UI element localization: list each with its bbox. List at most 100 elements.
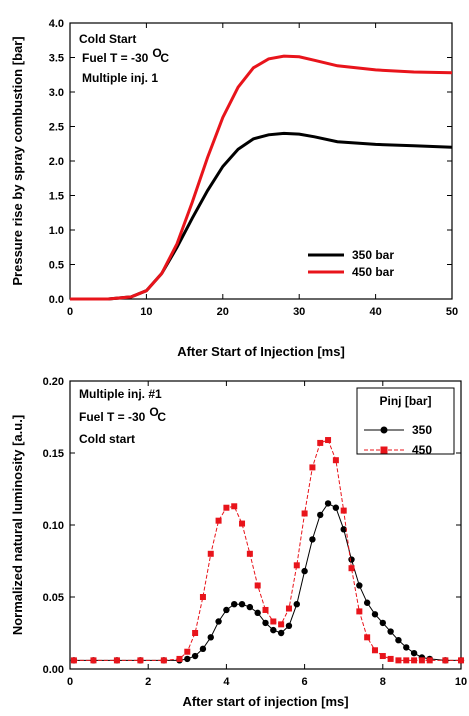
chart2-series-450-point	[262, 606, 269, 613]
chart2-series-450-point	[356, 608, 363, 615]
chart2-series-350-point	[184, 655, 191, 663]
chart2-y-tick-label: 0.20	[43, 376, 64, 388]
chart2-series-450-point	[192, 630, 199, 636]
chart2-series-350-point	[285, 622, 293, 629]
chart2-series-350-point	[324, 500, 332, 507]
chart2-series-450-point	[223, 504, 230, 511]
chart1-annotation: Multiple inj. 1	[82, 71, 158, 85]
chart2-annotation-degree: O	[149, 405, 158, 419]
chart2-series-450-point	[293, 562, 300, 569]
chart2-series-450-point	[442, 657, 449, 664]
chart2-series-350-point	[379, 619, 386, 627]
chart2-series-350-point	[348, 556, 355, 563]
chart1-y-tick-label: 3.5	[49, 53, 64, 65]
chart1-y-tick-label: 0.5	[49, 260, 64, 272]
chart2-legend-450-marker	[380, 446, 388, 454]
chart2-series-350-point	[371, 611, 379, 618]
chart2-series-450-point	[207, 550, 214, 557]
chart2-annotation-unit: C	[157, 410, 166, 424]
chart2-series-450-point	[239, 520, 246, 527]
chart2-series-450-point	[379, 653, 386, 660]
chart2-series-450-point	[325, 437, 332, 444]
chart2-series-450-point	[340, 507, 347, 514]
chart1-annotation-unit: C	[160, 51, 169, 65]
chart2-x-axis-label: After start of injection [ms]	[182, 694, 348, 709]
chart1-legend-350-bar-label: 350 bar	[352, 248, 394, 262]
chart2-series-350-point	[387, 628, 394, 635]
chart2-legend-box	[356, 387, 455, 455]
chart2-series-450-point	[301, 510, 308, 517]
chart2-series-450-point	[285, 605, 292, 612]
chart2-series-350-point	[246, 603, 254, 611]
chart2-annotation: Multiple inj. #1	[79, 387, 162, 401]
chart2-series-450-point	[254, 582, 261, 589]
chart2-series-450-point	[270, 618, 277, 625]
chart1-y-tick-label: 2.5	[49, 122, 64, 134]
chart2-y-tick-label: 0.05	[43, 592, 64, 604]
chart2-series-450-point	[137, 657, 144, 664]
chart2-legend-350-marker	[380, 426, 388, 434]
chart1-x-tick-label: 10	[140, 306, 152, 318]
chart1-x-tick-label: 0	[67, 306, 73, 318]
chart2-series-350-point	[293, 601, 300, 608]
chart2-series-450-point	[395, 657, 402, 664]
chart2-series-350-point	[332, 504, 340, 511]
chart2-series-450-point	[371, 647, 378, 654]
chart2-legend-350-label: 350	[412, 423, 432, 437]
chart1-y-tick-label: 4.0	[49, 18, 64, 30]
chart1-y-tick-label: 3.0	[49, 87, 64, 99]
chart2-series-350-point	[254, 609, 261, 617]
chart2-series-450-point	[309, 464, 316, 471]
chart2-series-350-point	[309, 536, 316, 543]
chart2-series-450-point	[176, 655, 183, 662]
chart2-series-350-point	[356, 582, 363, 589]
chart2-series-350-point	[277, 629, 285, 637]
chart2-series-350-point	[231, 601, 238, 608]
chart2-series-450-point	[246, 550, 253, 557]
chart2-series-450-point	[231, 503, 238, 510]
chart2-x-tick-label: 6	[302, 676, 308, 688]
chart2-x-tick-label: 10	[455, 676, 467, 688]
chart1-y-tick-label: 1.5	[49, 191, 64, 203]
chart1-x-tick-label: 50	[446, 306, 458, 318]
chart2-x-tick-label: 4	[223, 676, 230, 688]
chart1-y-tick-label: 1.0	[49, 225, 64, 237]
chart2-series-350-point	[317, 511, 324, 519]
chart1-y-tick-label: 0.0	[49, 294, 64, 306]
chart2-series-450-point	[403, 657, 410, 664]
chart2-series-350-point	[215, 618, 222, 625]
chart2-series-450-point	[70, 657, 77, 664]
chart2-series-450-point	[426, 657, 433, 664]
chart2-series-350-point	[410, 649, 418, 657]
chart2-series-350-point	[403, 644, 410, 651]
chart2-series-450-point	[160, 657, 167, 664]
chart1-annotation-degree: O	[152, 46, 161, 60]
chart2-series-350-point	[207, 634, 214, 641]
chart2-series-350-line	[73, 502, 461, 661]
chart2-annotation: Cold start	[79, 432, 135, 446]
chart2-series-350-point	[363, 599, 371, 606]
chart2-series-450-point	[387, 655, 394, 662]
chart2-y-tick-label: 0.00	[43, 664, 64, 676]
chart2-legend-title: Pinj [bar]	[379, 394, 431, 408]
chart1-x-axis-label: After Start of Injection [ms]	[177, 344, 345, 359]
chart2-legend-450-label: 450	[412, 443, 432, 457]
chart2-series-350-point	[395, 637, 402, 644]
chart2-series-450-point	[458, 657, 464, 664]
chart2-y-tick-label: 0.15	[43, 448, 64, 460]
chart2-x-tick-label: 8	[380, 676, 386, 688]
chart2-series-450-line	[73, 439, 461, 661]
chart2-series-450-point	[90, 657, 97, 664]
chart2-series-350-point	[191, 652, 199, 660]
chart2-series-450-point	[332, 457, 339, 464]
chart2-series-350-point	[238, 601, 246, 608]
chart2-series-350-point	[199, 645, 207, 653]
chart1-annotation: Cold Start	[79, 32, 136, 46]
chart2-series-350-point	[262, 619, 269, 627]
chart2-x-tick-label: 0	[67, 676, 73, 688]
chart2-series-450-point	[184, 648, 191, 655]
chart2-x-tick-label: 2	[145, 676, 151, 688]
chart1-y-tick-label: 2.0	[49, 156, 64, 168]
chart2-series-450-point	[278, 621, 285, 628]
